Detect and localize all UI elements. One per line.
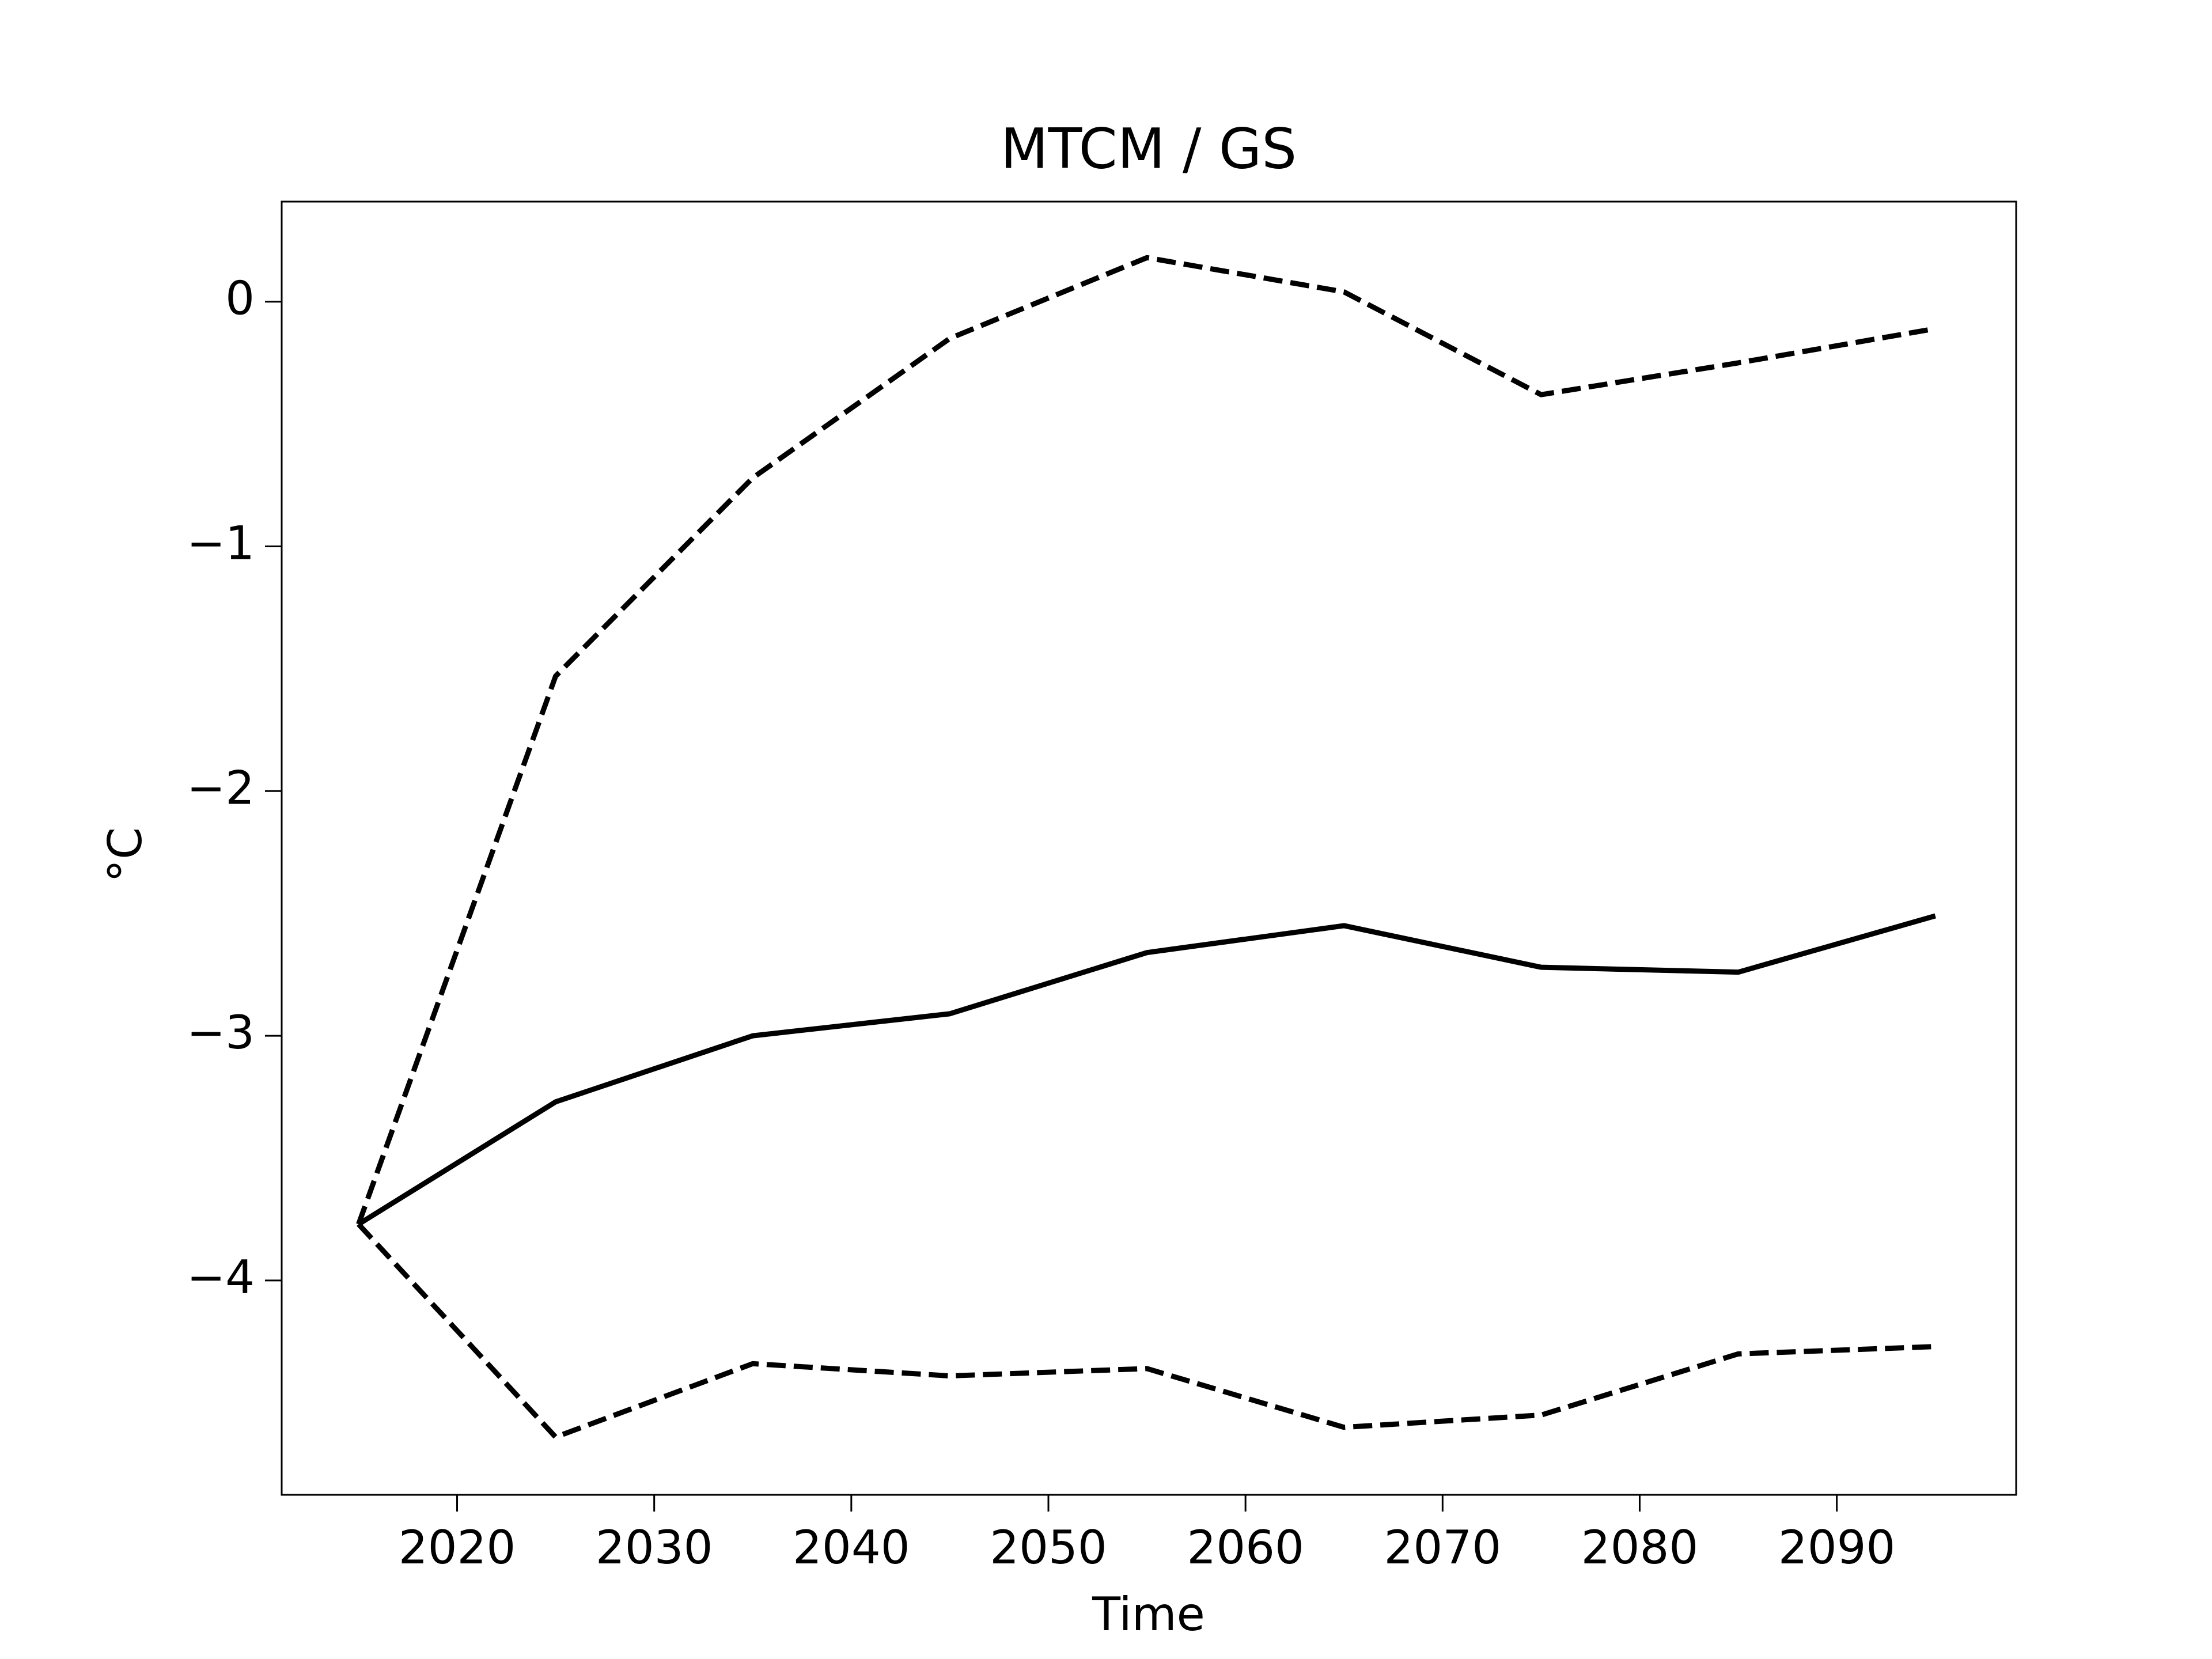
y-tick-label: −1 — [187, 516, 255, 570]
chart-title: MTCM / GS — [1001, 116, 1297, 181]
x-tick-label: 2040 — [793, 1521, 910, 1574]
y-tick-label: 0 — [225, 272, 255, 325]
line-series — [356, 255, 1936, 1225]
line-series — [357, 1222, 1936, 1440]
x-tick-label: 2020 — [399, 1521, 516, 1574]
x-tick-label: 2030 — [596, 1521, 713, 1574]
y-tick-label: −2 — [187, 761, 255, 815]
y-tick-label: −4 — [187, 1251, 255, 1304]
y-axis-label: °C — [99, 827, 152, 882]
x-axis-label: Time — [1092, 1588, 1205, 1641]
plot-frame — [281, 200, 2017, 1496]
x-tick-label: 2070 — [1384, 1521, 1502, 1574]
x-tick-label: 2050 — [990, 1521, 1107, 1574]
y-tick-label: −3 — [187, 1006, 255, 1059]
x-tick-label: 2060 — [1187, 1521, 1304, 1574]
line-series — [357, 913, 1936, 1227]
x-tick-label: 2080 — [1581, 1521, 1699, 1574]
x-tick-label: 2090 — [1778, 1521, 1896, 1574]
